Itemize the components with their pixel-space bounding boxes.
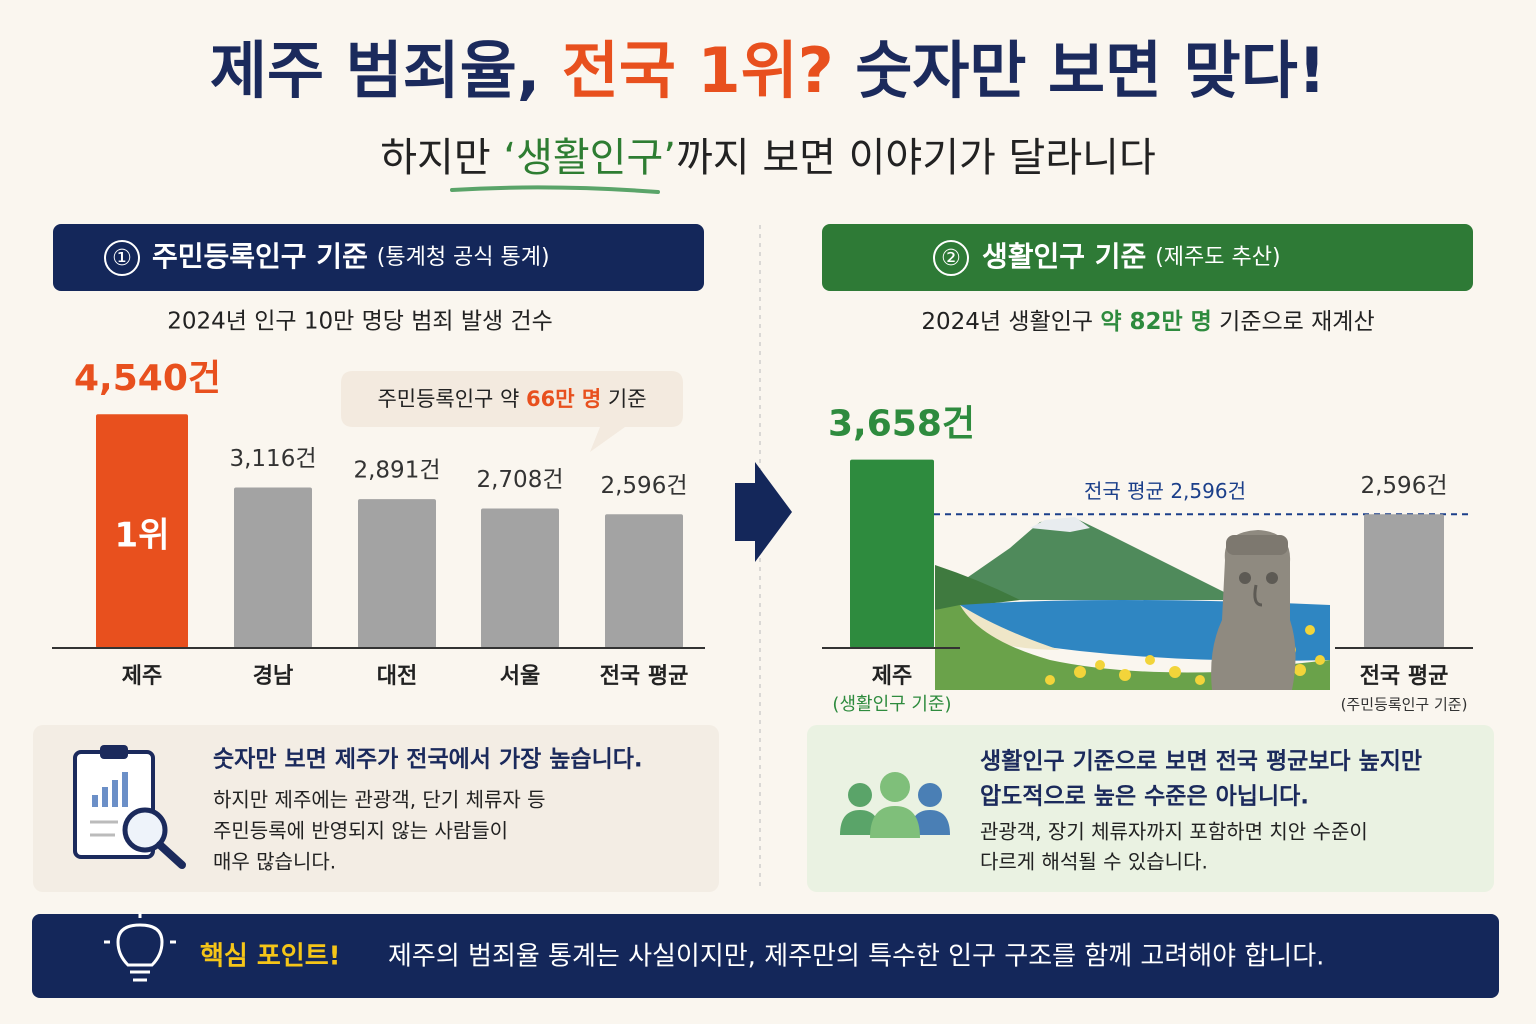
panel-number: ①: [112, 246, 132, 271]
bulb-icon: [104, 912, 176, 982]
value-label: 2,596건: [600, 473, 687, 499]
info-body: 하지만 제주에는 관광객, 단기 체류자 등: [213, 788, 546, 812]
info-body: 주민등록에 반영되지 않는 사람들이: [213, 819, 508, 843]
footer-label: 핵심 포인트!: [200, 942, 341, 972]
callout-text: 주민등록인구 약 66만 명 기준: [377, 387, 646, 411]
bar: [1364, 514, 1444, 648]
callout-part: 기준: [608, 387, 647, 411]
main-title: 제주 범죄율, 전국 1위? 숫자만 보면 맞다!: [210, 34, 1326, 107]
chart-title-part: 기준으로 재계산: [1219, 309, 1374, 335]
category-label: 서울: [500, 664, 540, 689]
callout-highlight: 66만 명: [526, 387, 601, 411]
category-label: 경남: [253, 664, 293, 689]
bar: [605, 514, 683, 648]
panel-title-text: 주민등록인구 기준: [152, 240, 368, 273]
value-label: 3,658건: [828, 404, 975, 445]
number-circle: [933, 240, 969, 276]
info-body: 관광객, 장기 체류자까지 포함하면 치안 수준이: [980, 820, 1368, 844]
bar: [358, 499, 436, 648]
category-label: 제주: [872, 664, 912, 689]
number-circle: [104, 240, 140, 276]
category-label: 전국 평균: [1360, 664, 1449, 689]
chart-title: 2024년 생활인구 약 82만 명 기준으로 재계산: [921, 309, 1374, 335]
title-part: 숫자만 보면 맞다!: [855, 34, 1326, 107]
bar: [850, 459, 934, 648]
category-label: 전국 평균: [600, 664, 689, 689]
reference-label: 전국 평균 2,596건: [1084, 479, 1246, 503]
chart-title: 2024년 인구 10만 명당 범죄 발생 건수: [167, 309, 553, 335]
panel-note: (제주도 추산): [1155, 245, 1280, 270]
info-heading: 생활인구 기준으로 보면 전국 평균보다 높지만: [980, 749, 1422, 775]
subtitle-part: 하지만: [380, 135, 490, 181]
bar: [96, 414, 188, 648]
category-label: 대전: [377, 664, 417, 689]
value-label: 2,891건: [353, 458, 440, 484]
bar: [234, 487, 312, 648]
panel-title: 생활인구 기준 (제주도 추산): [982, 240, 1281, 273]
panel-header: [53, 224, 704, 291]
footer-text: 제주의 범죄율 통계는 사실이지만, 제주만의 특수한 인구 구조를 함께 고려…: [388, 942, 1324, 972]
title-part: 제주 범죄율,: [210, 34, 540, 107]
callout-part: 주민등록인구 약: [377, 387, 519, 411]
footer-banner: [32, 914, 1499, 998]
info-box: [33, 725, 719, 892]
chart-title-highlight: 약 82만 명: [1100, 309, 1212, 335]
value-label: 2,708건: [476, 467, 563, 493]
subtitle-part: 까지 보면 이야기가 달라니다: [676, 135, 1156, 181]
subtitle: 하지만 ‘생활인구’까지 보면 이야기가 달라니다: [380, 135, 1156, 181]
chart-title-part: 2024년 생활인구: [921, 309, 1093, 335]
value-label: 3,116건: [229, 446, 316, 472]
report-icon: [73, 745, 186, 869]
category-label: 제주: [122, 664, 162, 689]
category-note: (주민등록인구 기준): [1341, 696, 1468, 714]
underline: [450, 185, 660, 194]
jeju-landscape: [935, 517, 1330, 690]
category-note: (생활인구 기준): [832, 694, 951, 715]
panel-title-text: 생활인구 기준: [982, 240, 1146, 273]
info-body: 매우 많습니다.: [213, 850, 336, 874]
info-heading: 숫자만 보면 제주가 전국에서 가장 높습니다.: [213, 747, 643, 773]
panel-header: [822, 224, 1473, 291]
subtitle-highlight: ‘생활인구’: [503, 135, 676, 181]
value-label: 4,540건: [74, 358, 221, 399]
info-box: [807, 725, 1494, 892]
value-label: 2,596건: [1360, 473, 1447, 499]
panel-number: ②: [941, 246, 961, 271]
info-heading: 압도적으로 높은 수준은 아닙니다.: [980, 784, 1309, 810]
panel-title: 주민등록인구 기준 (통계청 공식 통계): [152, 240, 550, 273]
callout-bubble: [341, 371, 683, 452]
info-body: 다르게 해석될 수 있습니다.: [980, 850, 1208, 874]
title-highlight: 전국 1위?: [562, 34, 834, 107]
panel-note: (통계청 공식 통계): [377, 245, 550, 270]
rank-label: 1위: [115, 516, 170, 556]
bar: [481, 508, 559, 648]
arrow: [735, 462, 792, 562]
people-icon: [840, 772, 950, 838]
